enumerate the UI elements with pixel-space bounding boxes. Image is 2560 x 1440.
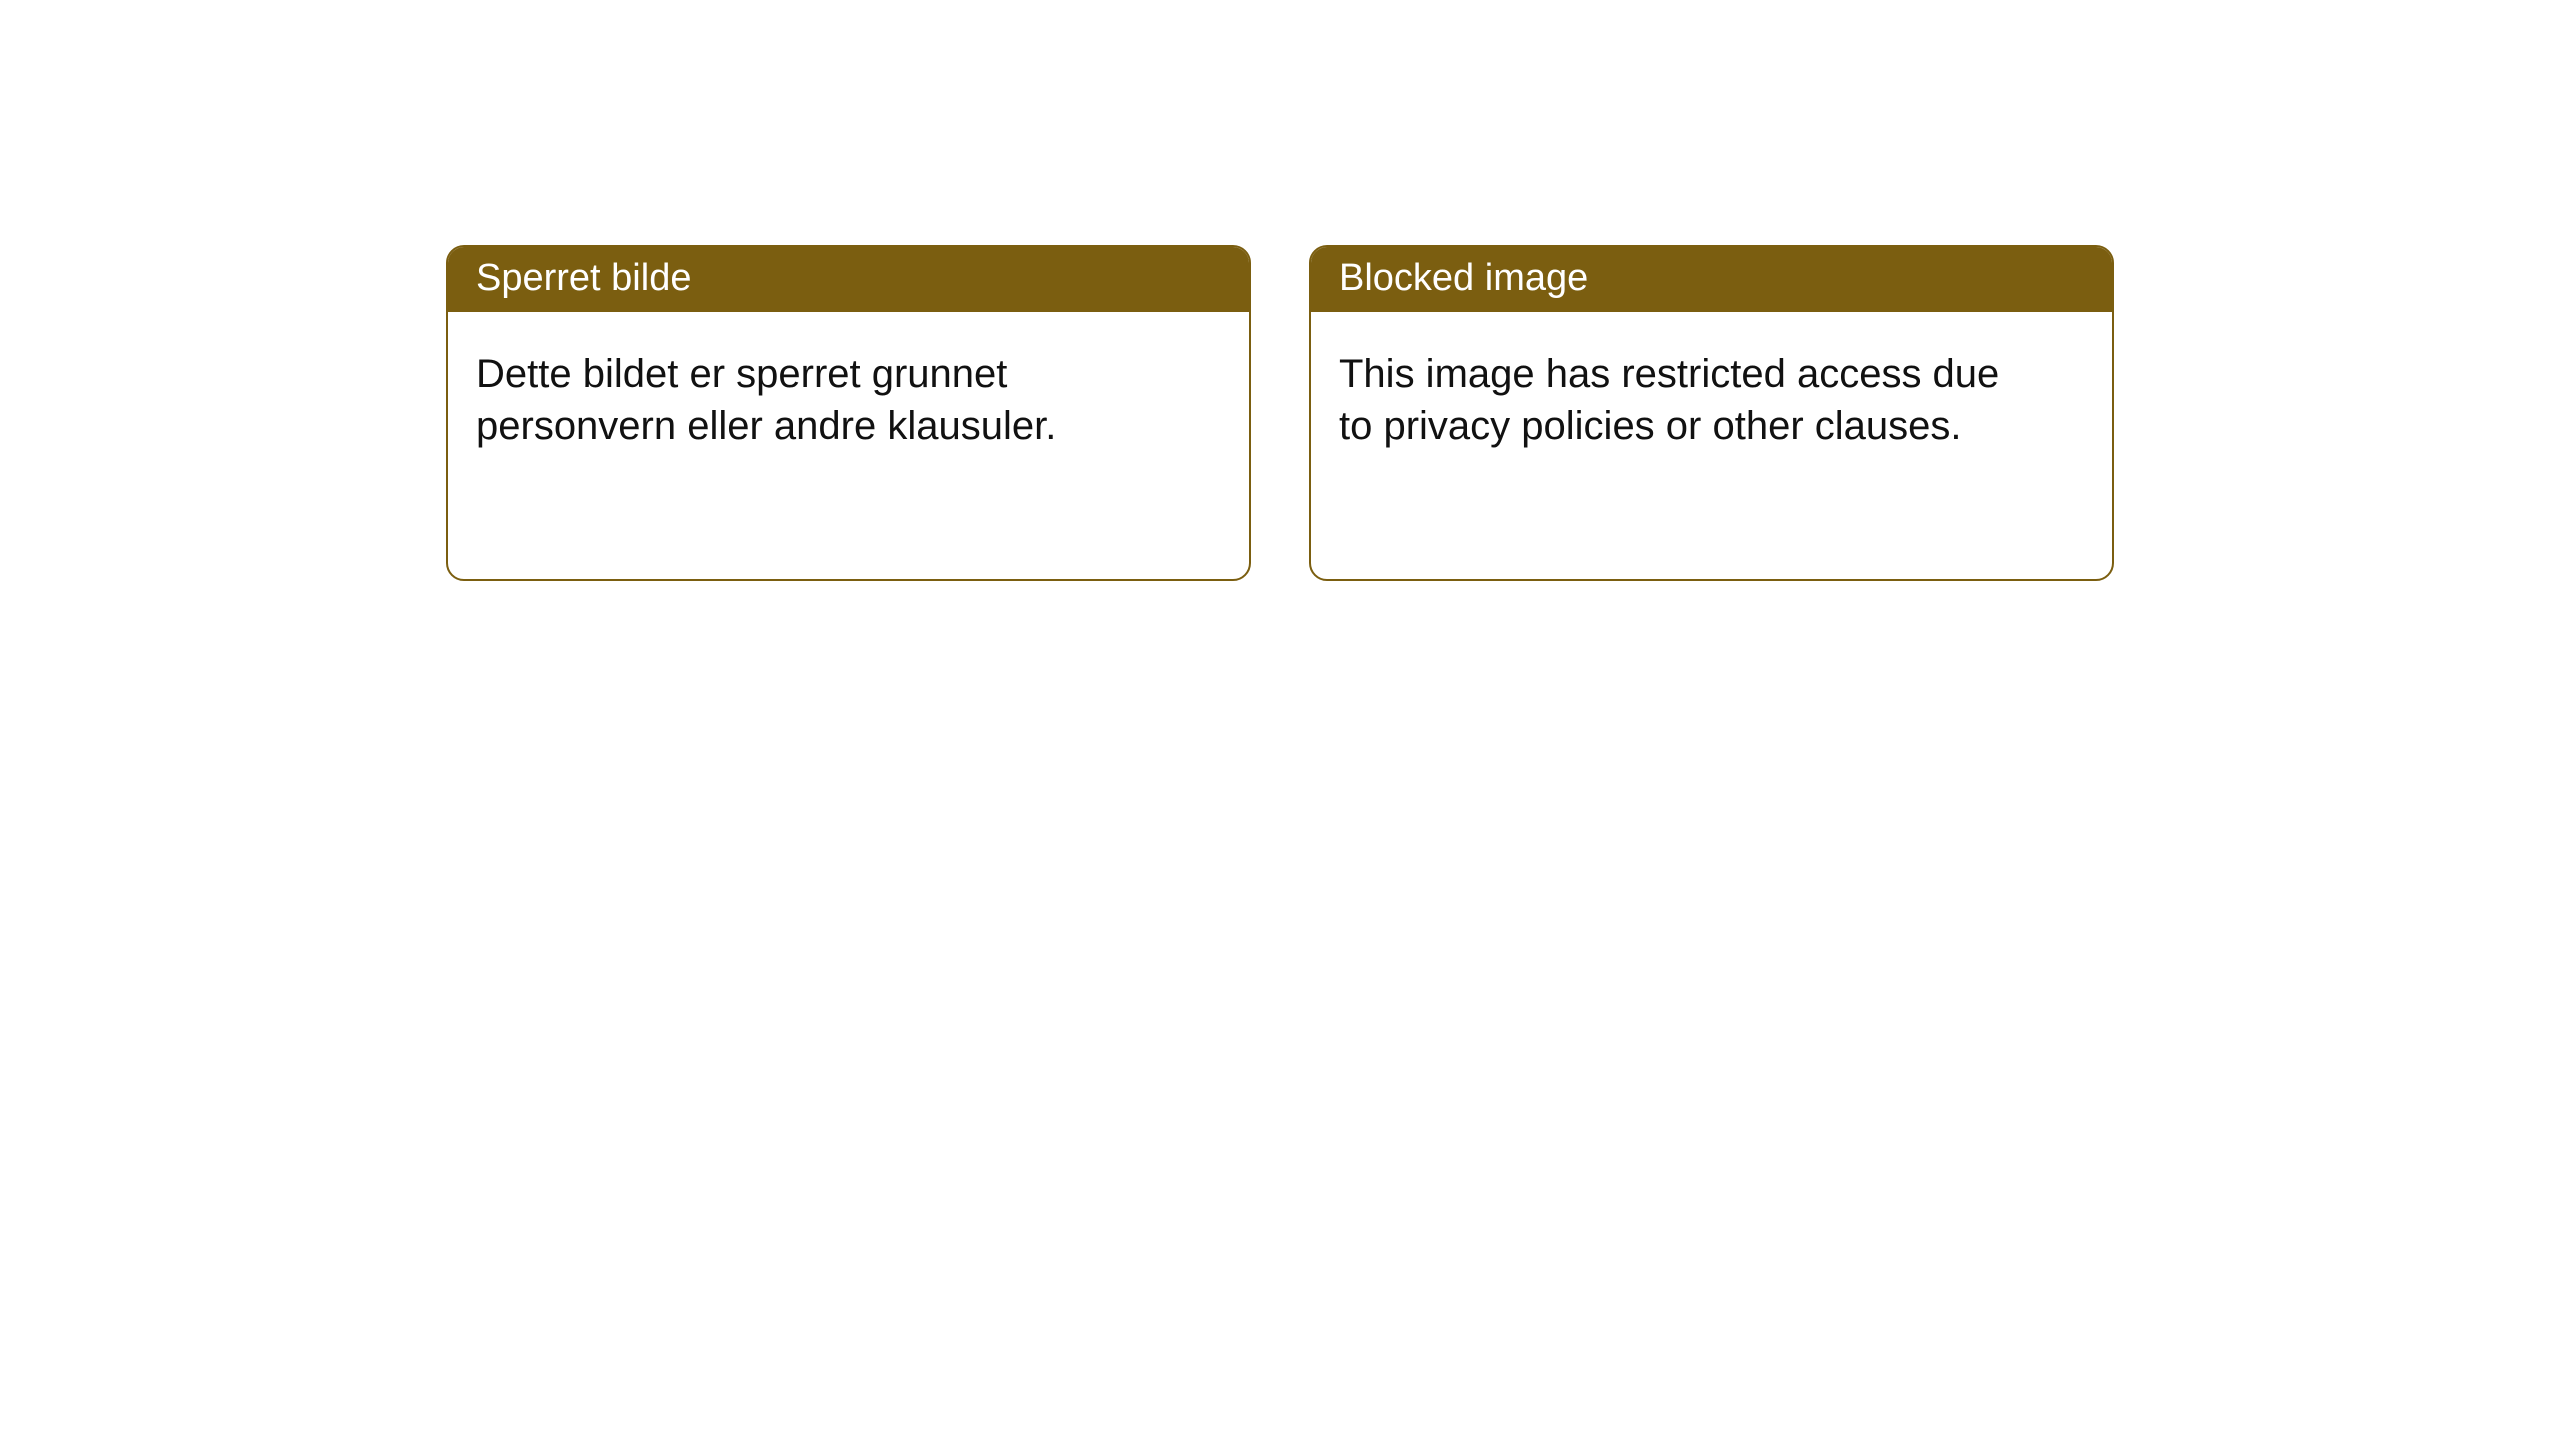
notice-card-norwegian: Sperret bilde Dette bildet er sperret gr…: [446, 245, 1251, 581]
notice-body: This image has restricted access due to …: [1311, 312, 2031, 488]
notice-card-english: Blocked image This image has restricted …: [1309, 245, 2114, 581]
notice-body: Dette bildet er sperret grunnet personve…: [448, 312, 1168, 488]
notice-container: Sperret bilde Dette bildet er sperret gr…: [0, 0, 2560, 581]
notice-header: Sperret bilde: [448, 247, 1249, 312]
notice-header: Blocked image: [1311, 247, 2112, 312]
